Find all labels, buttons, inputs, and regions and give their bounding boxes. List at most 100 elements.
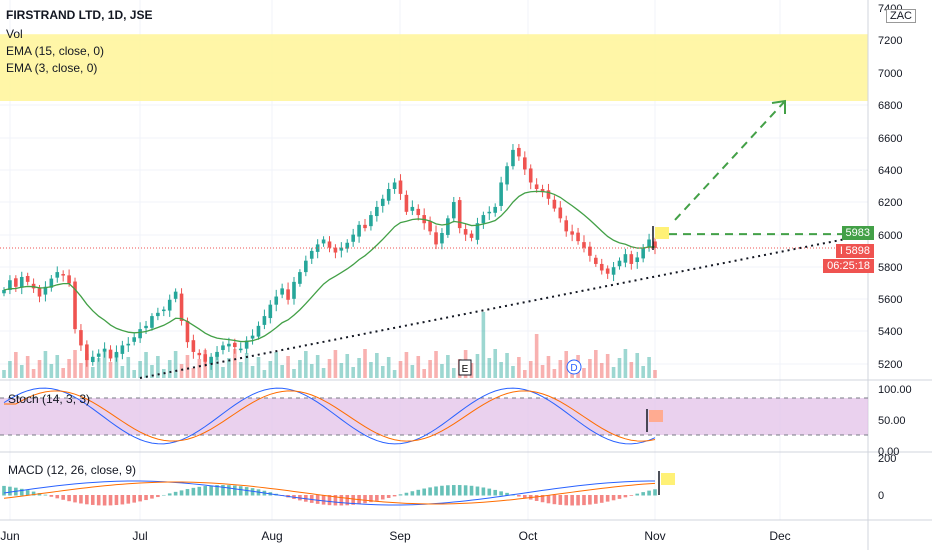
macd-hist-bar (31, 491, 36, 496)
stoch-tick: 100.00 (878, 384, 912, 396)
candle-body (173, 291, 178, 299)
price-tick: 6800 (878, 100, 902, 112)
stoch-d-line (4, 390, 656, 442)
volume-bar (73, 350, 77, 378)
volume-bar (25, 356, 30, 378)
candle-body (404, 194, 409, 212)
macd-hist-bar (375, 495, 379, 501)
volume-bar (85, 354, 89, 378)
volume-bar (469, 363, 474, 378)
macd-hist-bar (120, 495, 125, 505)
volume-bar (244, 353, 249, 378)
macd-hist-bar (203, 486, 208, 496)
price-tick: 6000 (878, 230, 902, 242)
candle-body (505, 166, 509, 185)
volume-bar (422, 369, 426, 378)
volume-bar (594, 350, 598, 378)
candle-body (517, 147, 521, 157)
volume-bar (203, 350, 208, 378)
volume-bar (410, 365, 415, 378)
volume-bar (599, 363, 604, 378)
volume-bar (546, 356, 551, 378)
volume-bar (392, 370, 397, 378)
candle-body (55, 272, 60, 278)
volume-bar (528, 361, 533, 378)
candle-body (357, 224, 361, 237)
volume-bar (386, 357, 391, 378)
time-tick: Aug (261, 529, 282, 543)
volume-bar (114, 353, 119, 378)
macd-hist-bar (321, 495, 326, 505)
macd-hist-bar (605, 495, 610, 502)
volume-bar (440, 364, 444, 378)
volume-bar (233, 349, 237, 378)
candle-body (250, 335, 255, 339)
macd-hist-bar (440, 485, 444, 496)
macd-hist-bar (463, 485, 468, 496)
currency-badge[interactable]: ZAC (886, 9, 916, 23)
price-tick: 6200 (878, 197, 902, 209)
candle-body (274, 296, 279, 305)
stoch-band (0, 398, 868, 435)
price-tick: 7000 (878, 68, 902, 80)
candle-body (19, 276, 24, 288)
candle-body (138, 329, 142, 339)
volume-bar (280, 365, 284, 378)
macd-hist-bar (185, 489, 190, 496)
earnings-marker-box (458, 359, 472, 376)
macd-hist-bar (481, 487, 486, 496)
candle-body (114, 351, 119, 358)
macd-hist-bar (161, 494, 166, 496)
candle-body (150, 316, 154, 328)
volume-bar (511, 366, 515, 378)
candle-body (623, 254, 628, 263)
candle-body (8, 280, 12, 291)
candle-body (487, 211, 492, 214)
macd-hist-bar (576, 495, 580, 506)
candle-body (582, 242, 586, 248)
time-tick: Jul (132, 529, 147, 543)
volume-bar (446, 355, 450, 378)
macd-hist-bar (499, 491, 503, 496)
candle-body (61, 274, 65, 276)
volume-bar (37, 360, 42, 378)
candle-body (635, 257, 640, 262)
macd-hist-bar (233, 485, 237, 496)
volume-bar (298, 360, 302, 378)
candle-body (410, 206, 415, 211)
candle-body (617, 260, 622, 267)
macd-hist-bar (126, 495, 131, 504)
countdown-badge: 06:25:18 (823, 259, 874, 273)
candle-body (309, 250, 314, 259)
macd-hist-bar (221, 485, 225, 496)
candle-body (120, 345, 125, 354)
macd-hist-bar (475, 486, 480, 496)
macd-tick: 200 (878, 453, 896, 465)
macd-hist-bar (215, 485, 219, 496)
macd-hist-bar (96, 495, 101, 506)
macd-hist-bar (19, 488, 24, 496)
volume-bar (179, 364, 184, 378)
volume-bar (55, 355, 60, 378)
volume-bar (150, 365, 154, 378)
macd-hist-bar (582, 495, 586, 506)
candle-body (73, 281, 77, 330)
macd-hist-bar (79, 495, 83, 504)
dividend-marker (566, 359, 582, 375)
candle-body (369, 215, 373, 227)
candle-body (49, 278, 54, 288)
macd-hist-bar (8, 486, 12, 496)
time-tick: Jun (0, 529, 19, 543)
candle-body (446, 218, 450, 235)
volume-bar (238, 362, 243, 378)
study-vol: Vol (6, 27, 23, 41)
macd-hist-bar (570, 495, 574, 506)
macd-hist-bar (629, 495, 634, 496)
signal-line (3, 481, 656, 505)
trend-line (139, 233, 869, 379)
candle-body (144, 325, 148, 329)
volume-bar (268, 361, 273, 378)
macd-hist-bar (451, 485, 456, 496)
study-ema15: EMA (15, close, 0) (6, 44, 105, 58)
